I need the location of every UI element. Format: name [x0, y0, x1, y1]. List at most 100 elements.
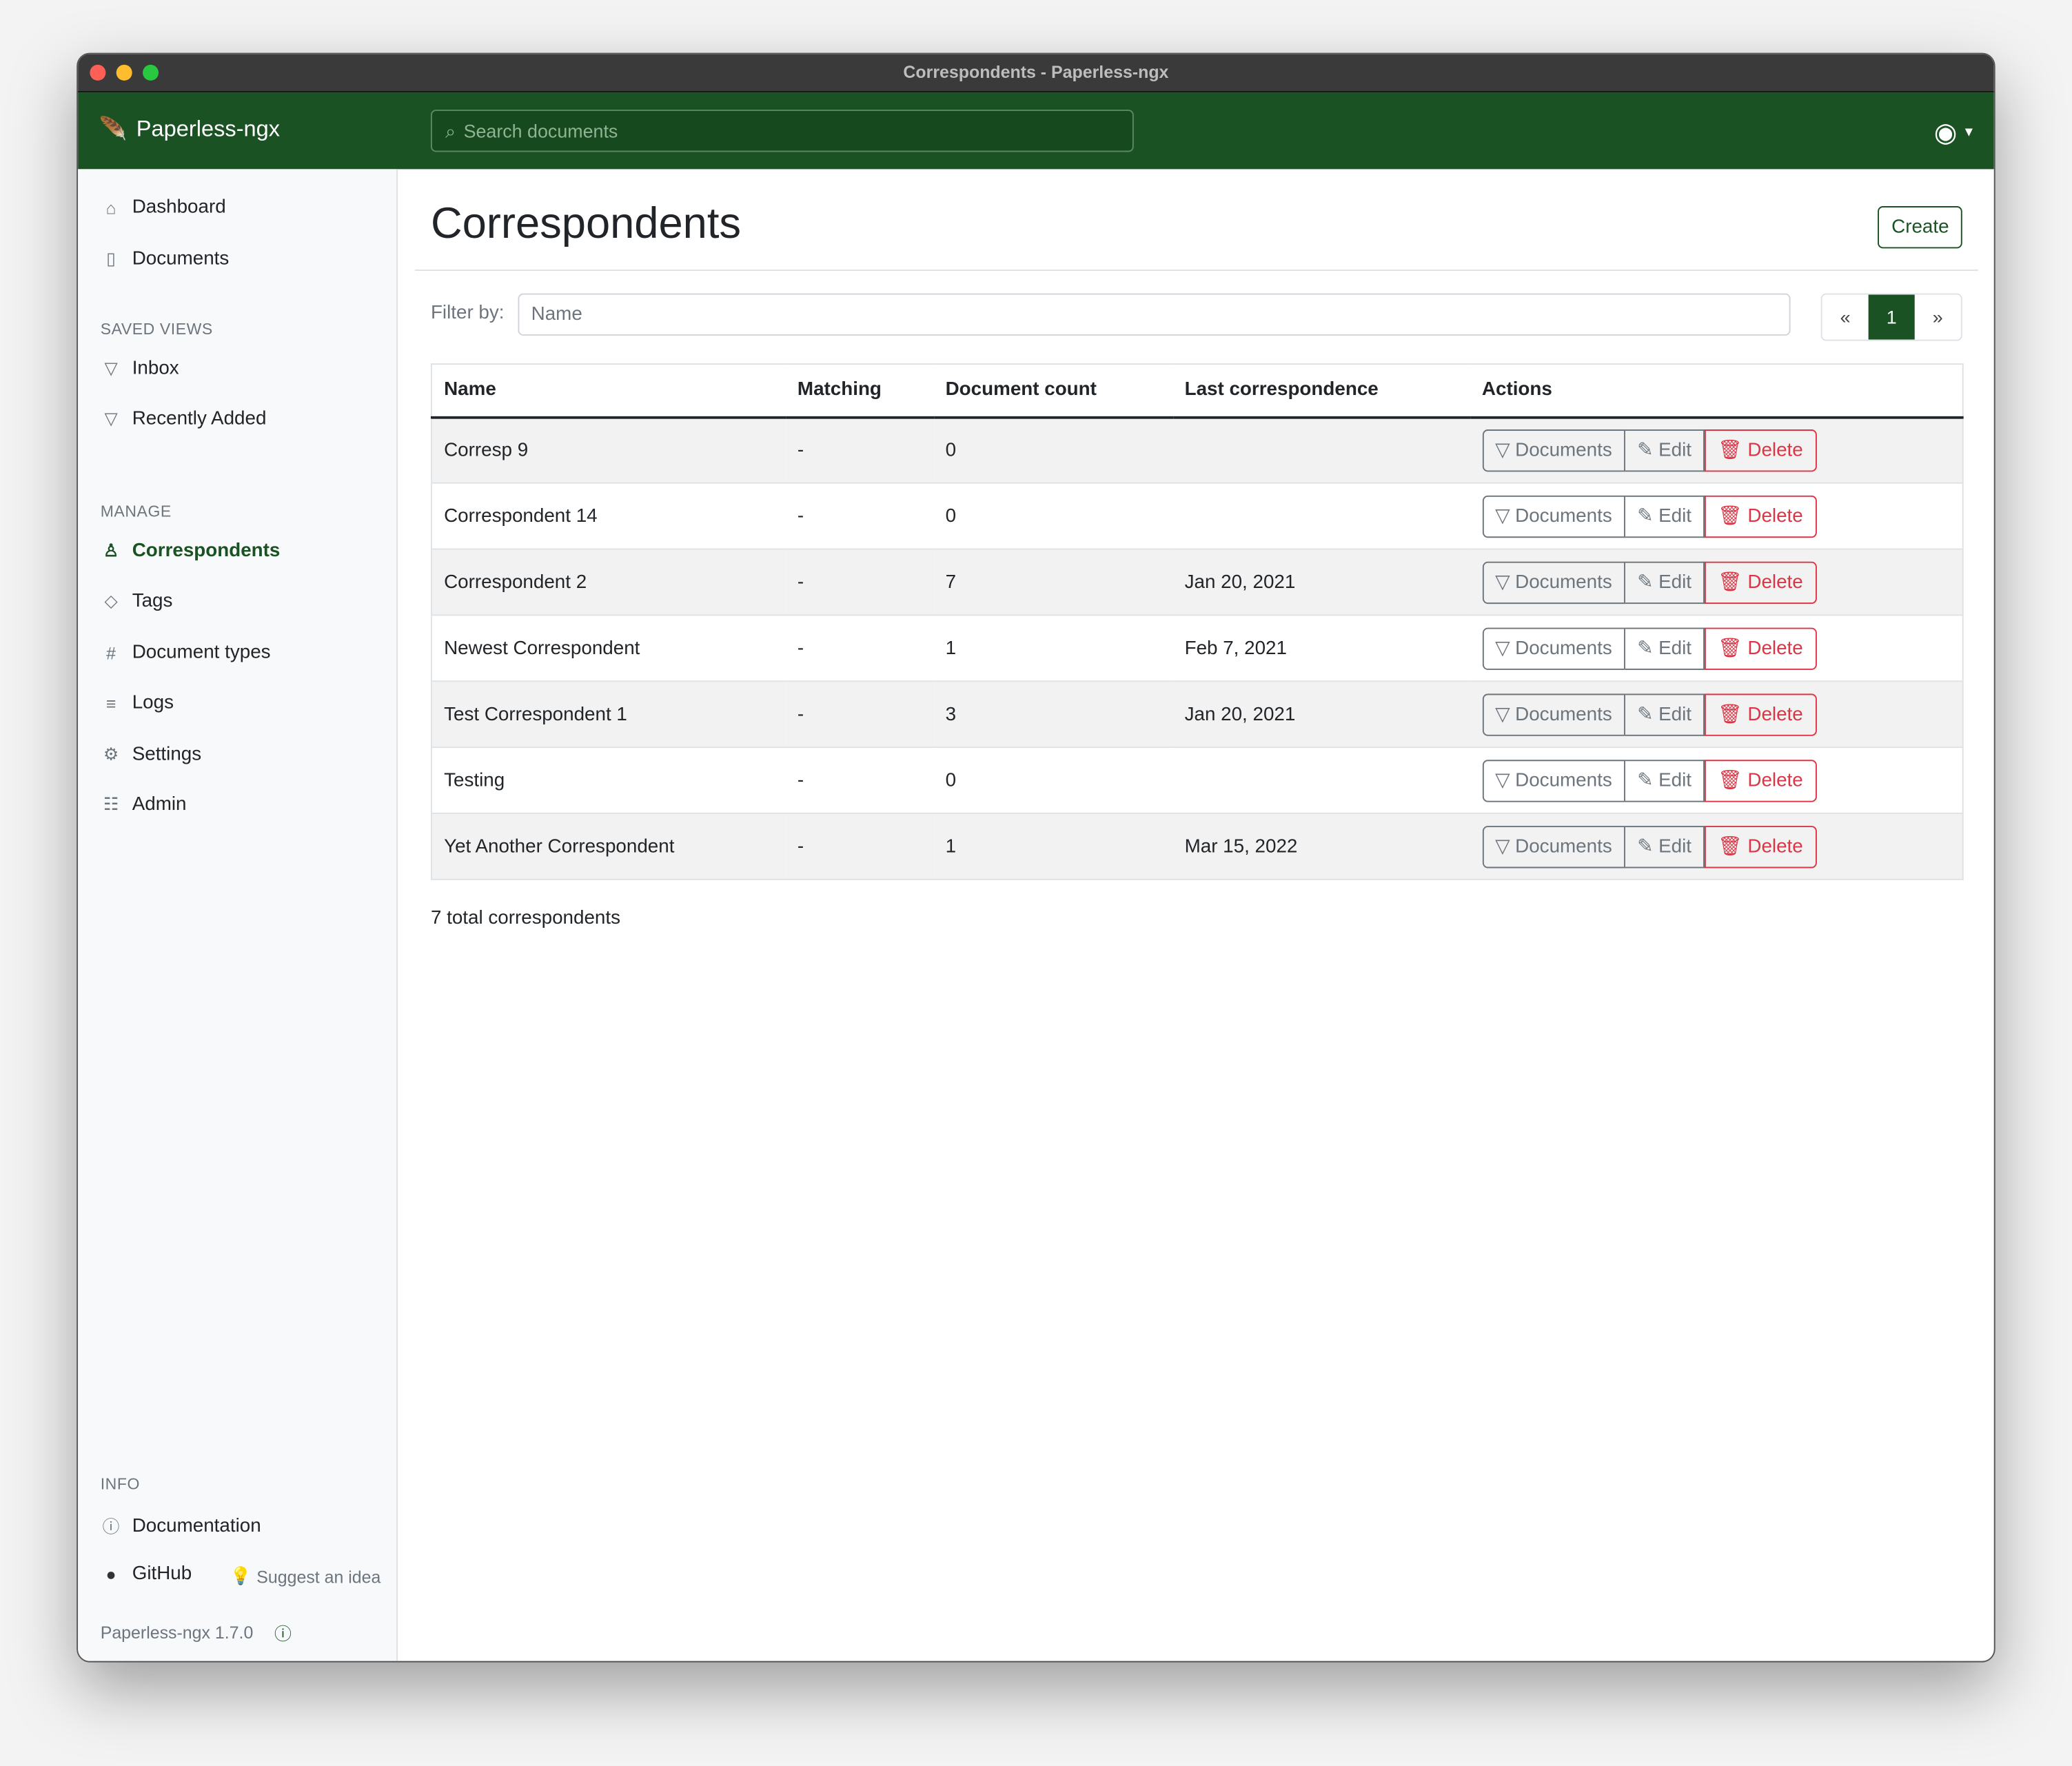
- column-header-document-count[interactable]: Document count: [933, 364, 1173, 418]
- delete-label: Delete: [1747, 835, 1803, 857]
- table-row: Testing - 0 ▽ Documents ✎ Edit 🗑 Delete: [431, 747, 1963, 813]
- name-filter-input[interactable]: Name: [518, 293, 1791, 336]
- title-bar: Correspondents - Paperless-ngx: [78, 54, 1994, 93]
- matching-cell: -: [785, 482, 934, 549]
- last-correspondence-cell: Jan 20, 2021: [1172, 548, 1470, 616]
- edit-button[interactable]: ✎ Edit: [1625, 560, 1705, 604]
- info-circle-icon[interactable]: ⓘ: [274, 1623, 292, 1644]
- minimize-window-button[interactable]: [116, 64, 132, 81]
- edit-button[interactable]: ✎ Edit: [1625, 693, 1705, 735]
- correspondent-name[interactable]: Testing: [431, 747, 786, 813]
- sidebar-item-label: Logs: [132, 692, 174, 714]
- create-button[interactable]: Create: [1878, 206, 1962, 249]
- hash-icon: #: [106, 642, 116, 663]
- suggest-idea-link[interactable]: 💡 Suggest an idea: [230, 1566, 381, 1587]
- edit-button[interactable]: ✎ Edit: [1625, 627, 1705, 669]
- delete-button[interactable]: 🗑 Delete: [1705, 560, 1816, 604]
- page-title: Correspondents: [430, 198, 742, 247]
- documents-button[interactable]: ▽ Documents: [1481, 560, 1625, 604]
- sidebar-item-label: Settings: [132, 744, 202, 765]
- column-header-actions: Actions: [1470, 364, 1963, 418]
- edit-button[interactable]: ✎ Edit: [1625, 759, 1705, 802]
- maximize-window-button[interactable]: [143, 64, 159, 81]
- delete-button[interactable]: 🗑 Delete: [1705, 693, 1816, 735]
- delete-button[interactable]: 🗑 Delete: [1705, 759, 1816, 802]
- matching-cell: -: [785, 747, 934, 813]
- edit-button[interactable]: ✎ Edit: [1625, 825, 1705, 868]
- correspondent-name[interactable]: Newest Correspondent: [431, 614, 786, 682]
- search-input[interactable]: ⌕ Search documents: [430, 110, 1134, 152]
- last-correspondence-cell: Jan 20, 2021: [1172, 680, 1470, 748]
- correspondents-table: Name Matching Document count Last corres…: [430, 363, 1964, 880]
- sidebar-item-document-types[interactable]: # Document types: [101, 642, 270, 664]
- sidebar-item-label: Inbox: [132, 358, 179, 380]
- documents-button[interactable]: ▽ Documents: [1481, 693, 1625, 735]
- actions-cell: ▽ Documents ✎ Edit 🗑 Delete: [1470, 614, 1963, 682]
- delete-button[interactable]: 🗑 Delete: [1705, 825, 1816, 868]
- column-header-last-correspondence[interactable]: Last correspondence: [1172, 364, 1470, 418]
- table-row: Correspondent 14 - 0 ▽ Documents ✎ Edit 🗑 D…: [431, 482, 1963, 549]
- table-row: Test Correspondent 1 - 3 Jan 20, 2021 ▽ D…: [431, 680, 1963, 748]
- documents-label: Documents: [1515, 703, 1612, 725]
- pencil-icon: ✎: [1637, 769, 1654, 791]
- list-icon: ≡: [105, 693, 116, 713]
- question-circle-icon: ⓘ: [102, 1516, 120, 1537]
- manage-header: MANAGE: [100, 502, 172, 521]
- trash-icon: 🗑: [1718, 836, 1743, 858]
- delete-button[interactable]: 🗑 Delete: [1705, 627, 1816, 669]
- documents-label: Documents: [1515, 439, 1612, 461]
- pencil-icon: ✎: [1637, 439, 1654, 461]
- sidebar-item-documents[interactable]: ▯ Documents: [101, 248, 229, 270]
- documentation-link[interactable]: ⓘ Documentation: [101, 1513, 261, 1538]
- correspondent-name[interactable]: Corresp 9: [431, 416, 786, 483]
- brand-name: Paperless-ngx: [136, 116, 281, 142]
- actions-cell: ▽ Documents ✎ Edit 🗑 Delete: [1470, 416, 1963, 483]
- sidebar-item-label: Correspondents: [132, 540, 281, 562]
- sidebar-item-dashboard[interactable]: ⌂ Dashboard: [101, 197, 225, 219]
- sidebar-item-correspondents[interactable]: ♙ Correspondents: [101, 540, 281, 562]
- github-icon: ●: [105, 1563, 116, 1584]
- documents-button[interactable]: ▽ Documents: [1481, 494, 1625, 538]
- sidebar-item-tags[interactable]: ◇ Tags: [101, 591, 172, 612]
- total-count: 7 total correspondents: [430, 907, 621, 929]
- correspondent-name[interactable]: Yet Another Correspondent: [431, 812, 786, 880]
- correspondent-name[interactable]: Test Correspondent 1: [431, 680, 786, 748]
- column-header-matching[interactable]: Matching: [785, 364, 934, 418]
- files-icon: ▯: [106, 248, 116, 269]
- next-page-button[interactable]: »: [1932, 306, 1943, 328]
- document-count-cell: 0: [933, 416, 1173, 483]
- table-row: Correspondent 2 - 7 Jan 20, 2021 ▽ Docume…: [431, 548, 1963, 616]
- documents-button[interactable]: ▽ Documents: [1481, 825, 1625, 868]
- column-header-name[interactable]: Name: [431, 364, 786, 418]
- main-content: Correspondents Create Filter by: Name « …: [399, 169, 1994, 1661]
- delete-button[interactable]: 🗑 Delete: [1705, 494, 1816, 538]
- correspondent-name[interactable]: Correspondent 14: [431, 482, 786, 549]
- user-menu-button[interactable]: ◉ ▼: [1934, 116, 1975, 150]
- documents-button[interactable]: ▽ Documents: [1481, 759, 1625, 802]
- edit-button[interactable]: ✎ Edit: [1625, 494, 1705, 538]
- sidebar-item-recently-added[interactable]: ▽ Recently Added: [101, 408, 266, 429]
- github-link[interactable]: ● GitHub: [101, 1563, 192, 1585]
- search-icon: ⌕: [445, 119, 456, 141]
- lightbulb-icon: 💡: [230, 1565, 252, 1586]
- edit-button[interactable]: ✎ Edit: [1625, 429, 1705, 471]
- pencil-icon: ✎: [1637, 703, 1654, 725]
- documents-button[interactable]: ▽ Documents: [1481, 627, 1625, 669]
- prev-page-button[interactable]: «: [1840, 306, 1851, 328]
- edit-label: Edit: [1658, 769, 1692, 791]
- trash-icon: 🗑: [1718, 770, 1743, 792]
- correspondent-name[interactable]: Correspondent 2: [431, 548, 786, 616]
- sidebar-item-logs[interactable]: ≡ Logs: [101, 693, 174, 714]
- documents-button[interactable]: ▽ Documents: [1481, 429, 1625, 471]
- table-row: Yet Another Correspondent - 1 Mar 15, 20…: [431, 812, 1963, 880]
- document-count-cell: 3: [933, 680, 1173, 748]
- brand-link[interactable]: 🪶 Paperless-ngx: [99, 116, 280, 143]
- close-window-button[interactable]: [90, 64, 106, 81]
- sidebar-item-settings[interactable]: ⚙ Settings: [101, 744, 201, 765]
- page-1-button[interactable]: 1: [1868, 294, 1915, 340]
- sidebar-item-admin[interactable]: ☷ Admin: [101, 794, 187, 815]
- leaf-icon: 🪶: [99, 116, 128, 142]
- delete-button[interactable]: 🗑 Delete: [1705, 429, 1816, 471]
- sidebar-item-inbox[interactable]: ▽ Inbox: [101, 358, 179, 380]
- pagination: « 1 »: [1820, 293, 1962, 341]
